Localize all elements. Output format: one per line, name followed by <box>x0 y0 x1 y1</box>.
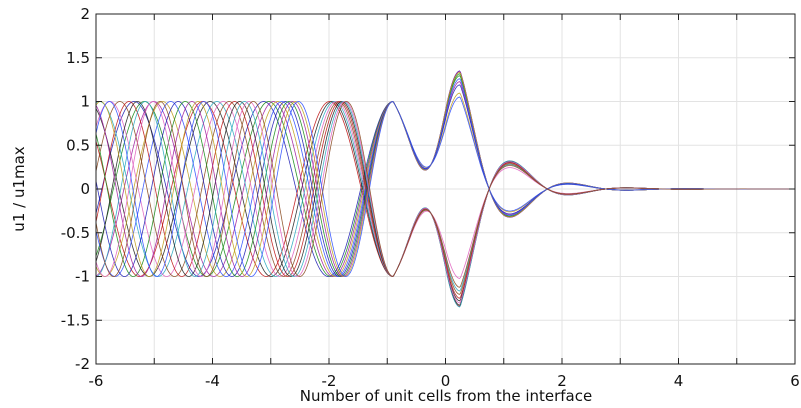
y-tick-label: 2 <box>80 5 90 23</box>
x-axis-label: Number of unit cells from the interface <box>300 387 592 405</box>
y-tick-labels: -2 -1.5 -1 -0.5 0 0.5 1 1.5 2 <box>61 5 90 373</box>
y-tick-label: 1 <box>80 93 90 111</box>
y-tick-label: 0 <box>80 180 90 198</box>
y-tick-label: -1.5 <box>61 311 90 329</box>
y-tick-label: -1 <box>75 268 90 286</box>
y-axis-label: u1 / u1max <box>10 146 28 231</box>
x-tick-label: 2 <box>557 372 567 390</box>
x-tick-label: -6 <box>89 372 104 390</box>
x-tick-label: -2 <box>322 372 337 390</box>
y-tick-label: 0.5 <box>66 136 90 154</box>
x-tick-label: 0 <box>441 372 451 390</box>
y-tick-label: -2 <box>75 355 90 373</box>
x-tick-label: 4 <box>674 372 684 390</box>
series-group <box>95 70 795 308</box>
ticks <box>95 13 796 365</box>
y-tick-label: 1.5 <box>66 49 90 67</box>
x-tick-label: 6 <box>790 372 800 390</box>
series-line <box>95 101 795 295</box>
x-tick-label: -4 <box>205 372 220 390</box>
x-tick-labels: -6 -4 -2 0 2 4 6 <box>89 372 800 390</box>
y-tick-label: -0.5 <box>61 224 90 242</box>
